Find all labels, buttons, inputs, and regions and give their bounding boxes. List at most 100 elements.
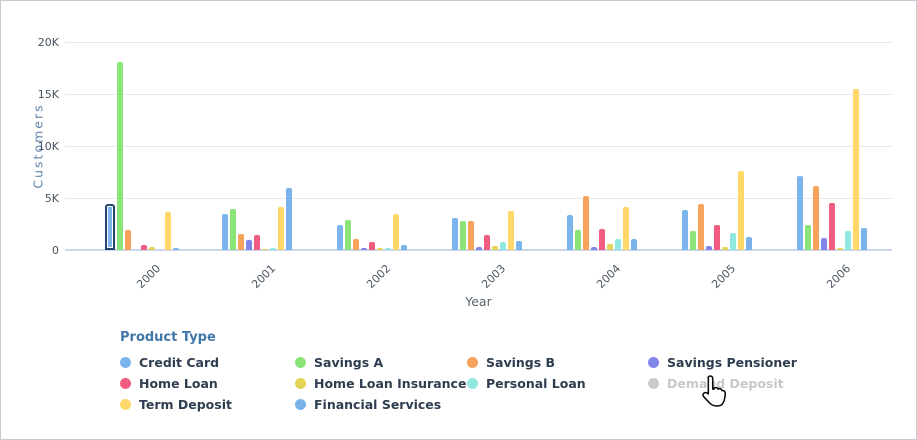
bar-personal-loan-2005[interactable] [730, 233, 737, 250]
legend-item-term-deposit[interactable]: Term Deposit [120, 397, 295, 412]
bar-financial-services-2005[interactable] [746, 237, 753, 250]
gridline-0 [65, 249, 892, 251]
legend-item-financial-services[interactable]: Financial Services [295, 396, 467, 412]
bar-personal-loan-2002[interactable] [384, 248, 391, 250]
bar-savings-pensioner-2004[interactable] [591, 247, 598, 250]
bar-credit-card-2004[interactable] [567, 215, 574, 250]
bar-term-deposit-2000[interactable] [164, 212, 171, 250]
bar-home-loan-insurance-2000[interactable] [148, 247, 155, 250]
bar-home-loan-insurance-2003[interactable] [491, 246, 498, 250]
bar-term-deposit-2006[interactable] [853, 89, 860, 250]
bar-personal-loan-2004[interactable] [615, 239, 622, 250]
legend-swatch-icon [120, 356, 131, 368]
x-axis-title: Year [465, 294, 492, 309]
bar-home-loan-2003[interactable] [483, 235, 490, 250]
x-tick-label-2001: 2001 [248, 262, 278, 291]
bar-financial-services-2001[interactable] [285, 188, 292, 250]
bar-savings-a-2001[interactable] [229, 209, 236, 250]
bar-savings-a-2004[interactable] [575, 230, 582, 250]
bar-home-loan-2002[interactable] [368, 242, 375, 250]
bar-group-2002 [314, 43, 429, 251]
y-tick-label: 20K [37, 36, 59, 49]
bar-savings-b-2001[interactable] [237, 234, 244, 250]
bar-savings-pensioner-2005[interactable] [706, 246, 713, 250]
legend-item-demand-deposit[interactable]: Demand Deposit [648, 376, 797, 391]
bar-personal-loan-2001[interactable] [269, 248, 276, 250]
bar-home-loan-2000[interactable] [140, 245, 147, 250]
legend-item-home-loan-insurance[interactable]: Home Loan Insurance [295, 375, 467, 391]
bar-financial-services-2003[interactable] [515, 241, 522, 250]
bar-savings-pensioner-2002[interactable] [360, 248, 367, 250]
bar-credit-card-2003[interactable] [451, 218, 458, 250]
bar-savings-b-2000[interactable] [124, 230, 131, 250]
legend-swatch-icon [648, 356, 659, 368]
legend-swatch-icon [467, 377, 478, 389]
bar-financial-services-2004[interactable] [631, 239, 638, 250]
bar-savings-b-2004[interactable] [583, 196, 590, 250]
bar-home-loan-insurance-2006[interactable] [837, 248, 844, 250]
bar-credit-card-2006[interactable] [797, 176, 804, 250]
bar-savings-a-2003[interactable] [459, 221, 466, 250]
legend-items: Credit Card Savings A Savings B Savings Pen… [120, 354, 797, 412]
bar-home-loan-insurance-2002[interactable] [376, 248, 383, 250]
bar-credit-card-2005[interactable] [682, 210, 689, 250]
bar-term-deposit-2005[interactable] [738, 171, 745, 250]
bar-savings-pensioner-2003[interactable] [475, 247, 482, 250]
bar-home-loan-2004[interactable] [599, 229, 606, 250]
legend-item-label: Home Loan Insurance [314, 375, 467, 391]
bar-term-deposit-2004[interactable] [623, 207, 630, 250]
bar-savings-a-2006[interactable] [805, 225, 812, 250]
bar-credit-card-2002[interactable] [336, 225, 343, 250]
legend-title: Product Type [120, 330, 216, 345]
bar-credit-card-2001[interactable] [221, 214, 228, 250]
legend-item-label: Home Loan [139, 375, 218, 391]
bar-financial-services-2002[interactable] [400, 245, 407, 250]
legend-swatch-icon [120, 377, 131, 389]
bar-financial-services-2006[interactable] [861, 228, 868, 250]
legend-item-credit-card[interactable]: Credit Card [120, 355, 295, 370]
bar-savings-pensioner-2001[interactable] [245, 240, 252, 250]
bar-group-2006 [775, 43, 890, 251]
bar-savings-b-2002[interactable] [352, 239, 359, 250]
legend-swatch-icon [295, 356, 306, 368]
bar-home-loan-insurance-2005[interactable] [722, 247, 729, 250]
bar-savings-b-2005[interactable] [698, 204, 705, 250]
legend-swatch-icon [295, 377, 306, 389]
gridline-15k [65, 94, 892, 95]
bar-savings-a-2000[interactable] [116, 62, 123, 250]
bar-savings-b-2006[interactable] [813, 186, 820, 250]
x-tick-label-2002: 2002 [364, 262, 394, 291]
x-tick-label-2000: 2000 [133, 262, 163, 291]
legend-item-savings-a[interactable]: Savings A [295, 354, 467, 370]
bar-financial-services-2000[interactable] [172, 248, 179, 250]
bar-personal-loan-2003[interactable] [499, 242, 506, 250]
bar-home-loan-insurance-2004[interactable] [607, 244, 614, 250]
x-tick-label-2005: 2005 [709, 262, 739, 291]
bar-personal-loan-2006[interactable] [845, 231, 852, 250]
legend-item-savings-b[interactable]: Savings B [467, 355, 648, 370]
legend-swatch-icon [648, 377, 659, 389]
bar-group-2000 [84, 43, 199, 251]
legend-item-label: Savings A [314, 354, 384, 370]
bar-home-loan-2006[interactable] [829, 203, 836, 250]
bar-home-loan-insurance-2001[interactable] [261, 249, 268, 250]
bar-term-deposit-2002[interactable] [392, 214, 399, 250]
legend-item-label: Financial Services [314, 396, 442, 412]
legend-item-savings-pensioner[interactable]: Savings Pensioner [648, 355, 797, 370]
bar-home-loan-2001[interactable] [253, 235, 260, 250]
bar-group-2001 [199, 43, 314, 251]
legend-item-label: Personal Loan [486, 375, 586, 391]
bar-savings-pensioner-2006[interactable] [821, 238, 828, 250]
legend-item-personal-loan[interactable]: Personal Loan [467, 375, 648, 391]
plot-area: 0 5K 10K 15K 20K [38, 36, 892, 257]
bar-savings-b-2003[interactable] [467, 221, 474, 250]
bar-savings-a-2002[interactable] [344, 220, 351, 250]
bar-term-deposit-2003[interactable] [507, 211, 514, 250]
bar-term-deposit-2001[interactable] [277, 207, 284, 250]
bar-savings-a-2005[interactable] [690, 231, 697, 250]
legend-item-home-loan[interactable]: Home Loan [120, 375, 295, 391]
bar-credit-card-2000[interactable] [104, 204, 115, 250]
bar-group-2005 [660, 43, 775, 251]
bar-home-loan-2005[interactable] [714, 225, 721, 250]
